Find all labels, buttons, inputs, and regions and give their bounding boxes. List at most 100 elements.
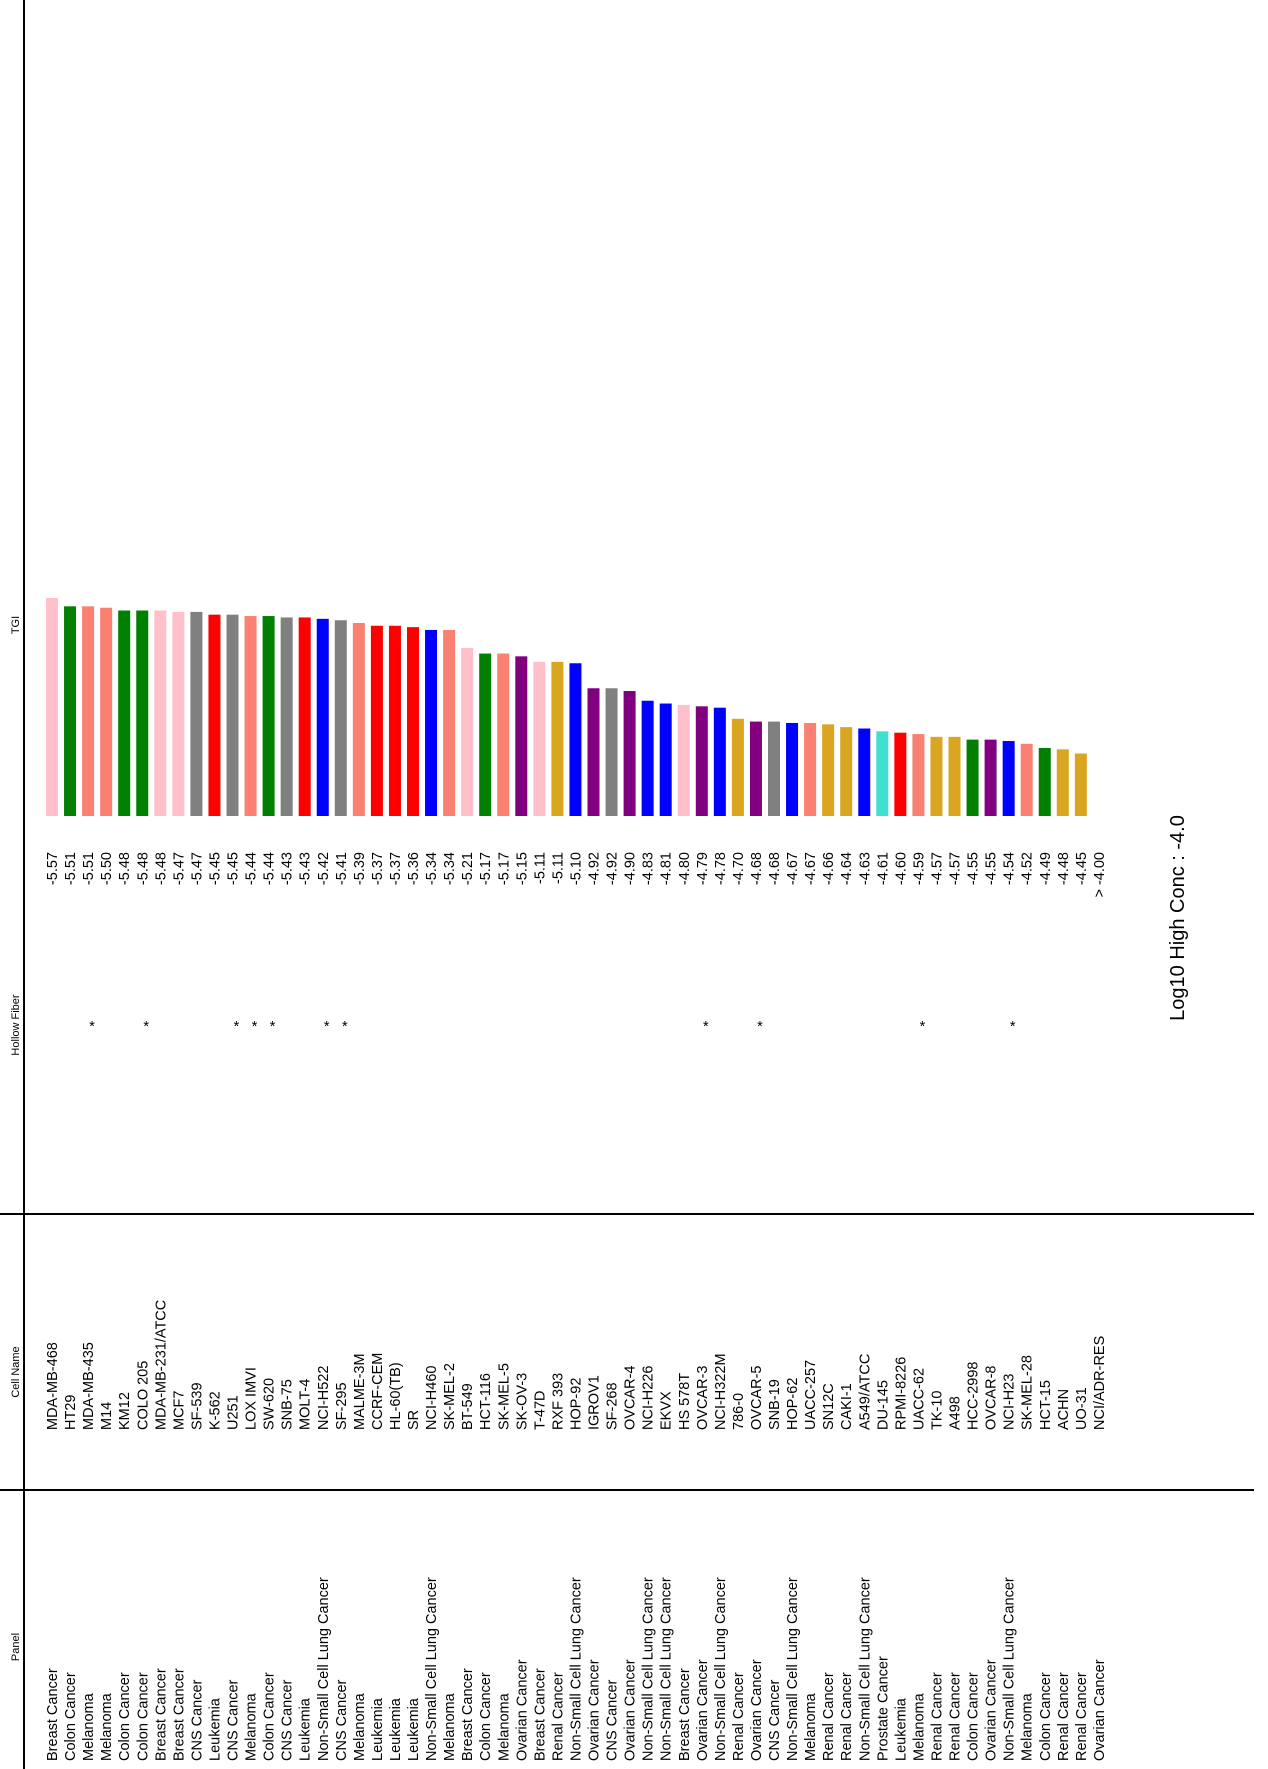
panel-label: Renal Cancer [821,1672,837,1761]
tgi-value-label: -4.63 [857,852,873,885]
tgi-value-label: -5.10 [568,852,584,885]
panel-label: Ovarian Cancer [587,1659,603,1761]
tgi-bar [1074,753,1087,816]
rows-layer: Breast Cancer MDA-MB-468 -5.57 Colon Cancer… [45,598,1108,1761]
tgi-bar [136,610,149,816]
panel-label: Ovarian Cancer [623,1659,639,1761]
cell-name-label: MALME-3M [352,1353,368,1430]
tgi-bar [64,606,77,816]
tgi-value-label: -4.81 [659,852,675,885]
panel-label: CNS Cancer [767,1679,783,1761]
tgi-bar [930,736,943,816]
hollow-fiber-marker: * [757,1019,763,1035]
cell-name-label: CCRF-CEM [370,1353,386,1430]
cell-name-label: SK-MEL-28 [1020,1355,1036,1430]
tgi-value-label: -4.92 [605,852,621,885]
tgi-value-label: -4.60 [893,852,909,885]
cell-name-label: SF-295 [334,1382,350,1430]
tgi-value-label: -5.45 [226,852,242,885]
cell-name-label: UACC-62 [911,1368,927,1430]
hollow-fiber-marker: * [703,1019,709,1035]
cell-name-label: HS 578T [677,1373,693,1430]
tgi-value-label: -4.55 [966,852,982,885]
tgi-bar [840,727,853,816]
panel-label: CNS Cancer [280,1679,296,1761]
tgi-value-label: -4.67 [803,852,819,885]
tgi-bar [497,653,510,816]
panel-label: Leukemia [388,1697,404,1761]
panel-label: Colon Cancer [966,1672,982,1761]
panel-label: Breast Cancer [460,1668,476,1761]
tgi-bar [82,606,95,816]
tgi-bar [334,620,347,816]
tgi-bar [804,722,817,816]
cell-name-label: NCI-H226 [641,1366,657,1430]
cell-name-label: ACHN [1056,1389,1072,1430]
tgi-value-label: -5.15 [514,852,530,885]
tgi-value-label: -5.39 [352,852,368,885]
cell-name-label: SF-539 [189,1382,205,1430]
panel-label: Ovarian Cancer [514,1659,530,1761]
cell-name-label: KM12 [117,1392,133,1430]
tgi-bar [641,700,654,816]
tgi-value-label: -5.48 [117,852,133,885]
cell-name-label: 786-0 [731,1393,747,1430]
tgi-value-label: -5.50 [99,852,115,885]
tgi-bar [695,706,708,816]
panel-label: Renal Cancer [731,1672,747,1761]
tgi-bar [749,721,762,816]
cell-name-label: BT-549 [460,1383,476,1430]
cell-name-label: A498 [948,1396,964,1430]
tgi-bar [226,614,239,816]
tgi-value-label: -5.17 [478,852,494,885]
tgi-value-label: -4.57 [929,852,945,885]
panel-label: Colon Cancer [117,1672,133,1761]
tgi-value-label: > -4.00 [1092,852,1108,898]
panel-label: Non-Small Cell Lung Cancer [424,1577,440,1761]
panel-label: Non-Small Cell Lung Cancer [713,1577,729,1761]
tgi-bar [479,653,492,816]
panel-label: Non-Small Cell Lung Cancer [857,1577,873,1761]
tgi-value-label: -4.83 [641,852,657,885]
cell-name-label: SR [406,1410,422,1430]
tgi-value-label: -4.45 [1074,852,1090,885]
panel-label: CNS Cancer [334,1679,350,1761]
tgi-bar [461,647,474,816]
tgi-bar [731,718,744,816]
tgi-value-label: -5.47 [171,852,187,885]
tgi-bar [533,661,546,816]
tgi-bar [388,625,401,816]
cell-name-label: OVCAR-3 [695,1366,711,1430]
cell-name-label: CAKI-1 [839,1383,855,1430]
tgi-value-label: -5.44 [244,852,260,885]
cell-name-label: NCI-H460 [424,1366,440,1430]
tgi-value-label: -4.57 [948,852,964,885]
hollow-fiber-marker: * [920,1019,926,1035]
cell-name-label: NCI-H522 [316,1366,332,1430]
log10-high-conc-annotation: Log10 High Conc : -4.0 [1167,815,1189,1021]
cell-name-label: NCI-H23 [1002,1374,1018,1430]
hollow-fiber-marker: * [89,1019,95,1035]
cell-name-label: HCT-116 [478,1373,494,1430]
tgi-bar [605,688,618,816]
panel-label: Non-Small Cell Lung Cancer [641,1577,657,1761]
panel-label: Colon Cancer [478,1672,494,1761]
header-panel: Panel [10,1633,22,1661]
cell-name-label: MOLT-4 [298,1379,314,1430]
cell-name-label: NCI/ADR-RES [1092,1336,1108,1430]
tgi-value-label: -4.49 [1038,852,1054,885]
panel-label: Melanoma [244,1692,260,1761]
tgi-bar [100,607,113,816]
tgi-value-label: -5.37 [388,852,404,885]
panel-label: Renal Cancer [948,1672,964,1761]
tgi-bar [713,707,726,816]
cell-name-label: LOX IMVI [244,1367,260,1430]
panel-label: Melanoma [911,1692,927,1761]
tgi-bar [1002,741,1015,816]
tgi-bar [370,625,383,816]
panel-label: Ovarian Cancer [695,1659,711,1761]
panel-label: Colon Cancer [63,1672,79,1761]
tgi-bar [1020,743,1033,816]
hollow-fiber-marker: * [342,1019,348,1035]
tgi-bar [984,739,997,816]
